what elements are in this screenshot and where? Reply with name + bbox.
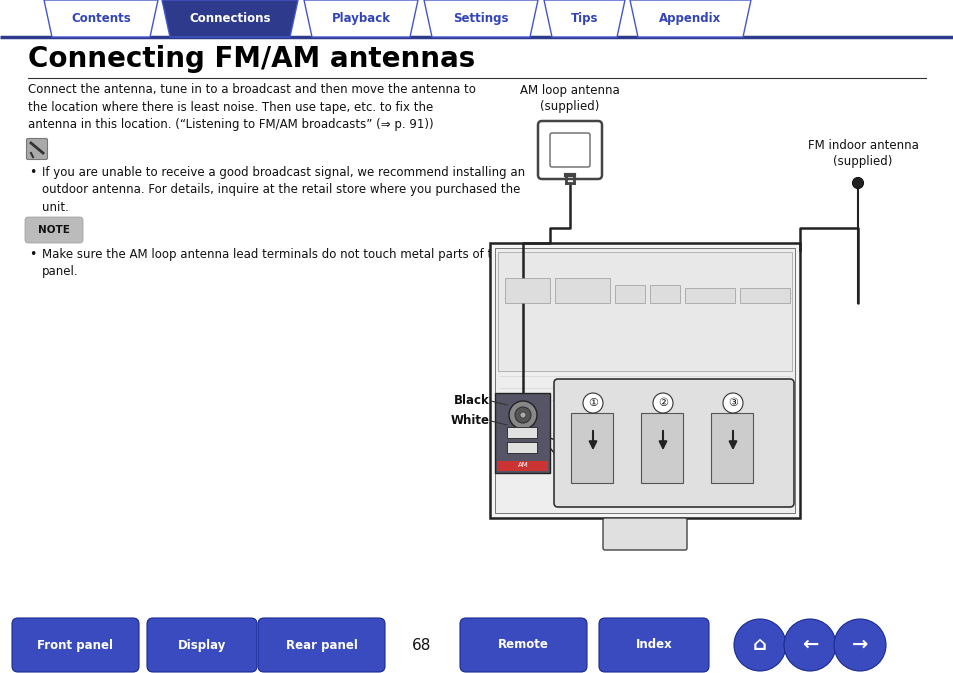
Bar — [490, 243, 800, 518]
Bar — [615, 285, 644, 303]
Text: Remote: Remote — [497, 639, 548, 651]
Text: Connecting FM/AM antennas: Connecting FM/AM antennas — [28, 45, 475, 73]
Bar — [495, 393, 550, 473]
Circle shape — [509, 401, 537, 429]
Bar — [495, 248, 794, 513]
Text: Black: Black — [454, 394, 490, 407]
FancyBboxPatch shape — [257, 618, 385, 672]
FancyBboxPatch shape — [602, 518, 686, 550]
FancyBboxPatch shape — [598, 618, 708, 672]
Text: ③: ③ — [727, 398, 738, 408]
FancyBboxPatch shape — [25, 217, 83, 243]
Circle shape — [582, 393, 602, 413]
Circle shape — [722, 393, 742, 413]
Text: ⌂: ⌂ — [752, 635, 766, 653]
Text: AM loop antenna
(supplied): AM loop antenna (supplied) — [519, 84, 619, 113]
Text: ②: ② — [658, 398, 667, 408]
Text: Display: Display — [177, 639, 226, 651]
Polygon shape — [44, 0, 158, 37]
Bar — [571, 413, 613, 483]
Text: Rear panel: Rear panel — [285, 639, 357, 651]
Bar — [684, 288, 734, 303]
Bar — [504, 278, 550, 303]
Circle shape — [783, 619, 835, 671]
FancyBboxPatch shape — [459, 618, 586, 672]
Text: ←: ← — [801, 635, 818, 653]
Polygon shape — [304, 0, 417, 37]
Bar — [497, 252, 791, 371]
Polygon shape — [162, 0, 297, 37]
Polygon shape — [629, 0, 750, 37]
Text: If you are unable to receive a good broadcast signal, we recommend installing an: If you are unable to receive a good broa… — [42, 166, 524, 214]
Text: Connect the antenna, tune in to a broadcast and then move the antenna to
the loc: Connect the antenna, tune in to a broadc… — [28, 83, 476, 131]
Bar — [640, 413, 682, 483]
Circle shape — [833, 619, 885, 671]
Bar — [740, 288, 789, 303]
FancyBboxPatch shape — [537, 121, 601, 179]
Text: Contents: Contents — [71, 12, 131, 25]
Circle shape — [519, 412, 525, 418]
Text: AM: AM — [517, 462, 528, 468]
Circle shape — [852, 178, 862, 188]
Text: Index: Index — [635, 639, 672, 651]
Text: Settings: Settings — [453, 12, 508, 25]
Bar — [710, 413, 752, 483]
Text: •: • — [30, 248, 36, 261]
FancyBboxPatch shape — [147, 618, 256, 672]
Text: •: • — [30, 166, 36, 179]
Text: NOTE: NOTE — [38, 225, 70, 235]
Text: →: → — [851, 635, 867, 653]
Text: 68: 68 — [412, 637, 432, 653]
Polygon shape — [543, 0, 624, 37]
Text: ①: ① — [587, 398, 598, 408]
Text: FM indoor antenna
(supplied): FM indoor antenna (supplied) — [807, 139, 918, 168]
Bar — [497, 461, 547, 471]
Text: Playback: Playback — [331, 12, 390, 25]
Bar — [506, 427, 537, 438]
FancyBboxPatch shape — [27, 139, 48, 160]
Text: Front panel: Front panel — [37, 639, 113, 651]
FancyBboxPatch shape — [550, 133, 589, 167]
Bar — [506, 442, 537, 453]
Bar — [649, 285, 679, 303]
Text: Connections: Connections — [189, 12, 271, 25]
FancyBboxPatch shape — [554, 379, 793, 507]
Circle shape — [733, 619, 785, 671]
Bar — [555, 278, 609, 303]
Text: White: White — [451, 415, 490, 427]
Text: Appendix: Appendix — [659, 12, 720, 25]
FancyBboxPatch shape — [12, 618, 139, 672]
Text: Tips: Tips — [570, 12, 598, 25]
Text: Make sure the AM loop antenna lead terminals do not touch metal parts of the
pan: Make sure the AM loop antenna lead termi… — [42, 248, 506, 279]
Circle shape — [652, 393, 672, 413]
Polygon shape — [423, 0, 537, 37]
Circle shape — [515, 407, 531, 423]
